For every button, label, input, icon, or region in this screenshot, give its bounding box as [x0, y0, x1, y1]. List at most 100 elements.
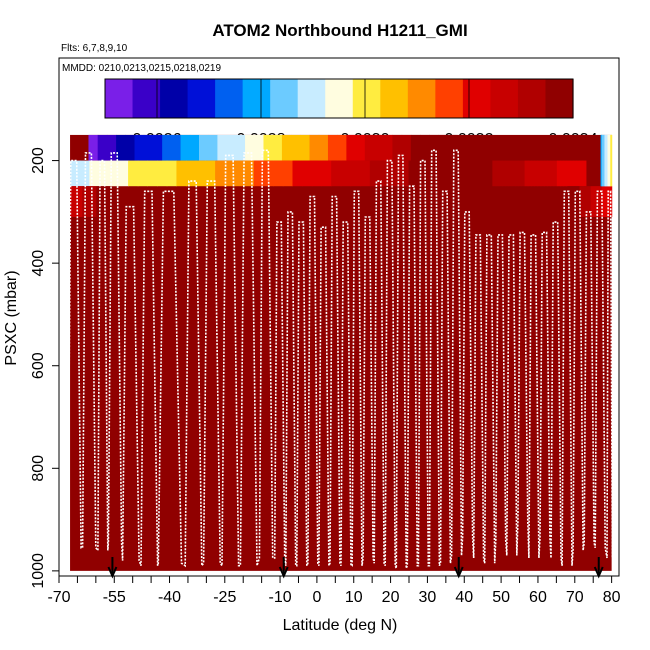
- heatmap-cell: [360, 160, 371, 187]
- heatmap-cell: [244, 160, 255, 187]
- x-tick-label: -10: [268, 589, 291, 606]
- colorbar-swatch: [105, 79, 134, 118]
- heatmap-cell: [97, 134, 108, 161]
- heatmap-cell: [598, 186, 601, 217]
- heatmap-cell: [374, 134, 384, 161]
- heatmap-cell: [101, 186, 104, 217]
- x-tick-label: -25: [213, 589, 236, 606]
- heatmap-cell: [556, 160, 561, 187]
- heatmap-cell: [83, 186, 85, 217]
- heatmap-cell: [96, 186, 99, 217]
- flights-label: Flts: 6,7,8,9,10: [61, 43, 128, 54]
- heatmap-cell: [427, 160, 439, 187]
- y-tick-label: 200: [30, 147, 47, 174]
- y-tick-label: 400: [30, 250, 47, 277]
- heatmap-cell: [89, 160, 100, 187]
- heatmap-cell: [418, 160, 429, 187]
- heatmap-cell: [563, 160, 568, 187]
- heatmap-cell: [157, 160, 168, 187]
- x-tick-label: 70: [566, 589, 584, 606]
- heatmap-cell: [521, 160, 526, 187]
- heatmap-cell: [575, 186, 577, 217]
- heatmap-cell: [590, 186, 593, 217]
- heatmap-cell: [505, 160, 510, 187]
- arrow-head: [453, 566, 464, 579]
- colorbar-swatch: [352, 79, 381, 118]
- y-axis-label: PSXC (mbar): [3, 270, 20, 365]
- heatmap-cell: [254, 134, 265, 161]
- heatmap-cell: [76, 186, 78, 217]
- heatmap-cell: [224, 160, 236, 187]
- x-tick-label: 30: [419, 589, 437, 606]
- heatmap-cell: [321, 160, 332, 187]
- colorbar-swatch: [325, 79, 354, 118]
- arrow-head: [107, 566, 118, 579]
- heatmap-cell: [502, 160, 506, 187]
- colorbar-swatch: [160, 79, 189, 118]
- heatmap-cell: [410, 134, 421, 161]
- heatmap-cell: [547, 160, 551, 187]
- x-axis: -70 -55 -40 -25 -10 0 10 20 30 40 50 60 70 80: [47, 576, 621, 606]
- colorbar-swatch: [242, 79, 271, 118]
- x-tick-label: 60: [529, 589, 547, 606]
- heatmap-cell: [77, 186, 79, 217]
- dates-label: MMDD: 0210,0213,0215,0218,0219: [62, 63, 221, 74]
- heatmap-cell: [476, 160, 481, 187]
- colorbar-swatch: [435, 79, 464, 118]
- heatmap-cell: [574, 186, 576, 217]
- heatmap-cell: [482, 160, 487, 187]
- heatmap-cell: [94, 186, 96, 217]
- heatmap-cell: [605, 186, 607, 217]
- colorbar-swatch: [407, 79, 436, 118]
- heatmap-cell: [92, 186, 94, 217]
- heatmap-cell: [582, 160, 587, 187]
- heatmap-cell: [272, 134, 283, 161]
- heatmap-cell: [85, 186, 87, 217]
- heatmap-cell: [466, 160, 471, 187]
- colorbar-swatch: [187, 79, 216, 118]
- heatmap-cell: [566, 160, 571, 187]
- heatmap-cell: [518, 160, 522, 187]
- heatmap-cell: [70, 186, 72, 217]
- heatmap-cell: [593, 186, 596, 217]
- heatmap-cell: [176, 160, 187, 187]
- x-axis-label: Latitude (deg N): [283, 617, 398, 634]
- heatmap-cell: [582, 186, 585, 217]
- heatmap-cell: [234, 160, 245, 187]
- heatmap-cell: [585, 186, 587, 217]
- heatmap-cell: [106, 134, 117, 161]
- heatmap-cell: [281, 134, 292, 161]
- y-tick-label: 800: [30, 455, 47, 482]
- heatmap-cell: [70, 160, 81, 187]
- heatmap-cell: [602, 186, 605, 217]
- heatmap-cell: [569, 186, 572, 217]
- heatmap-cell: [189, 134, 200, 161]
- heatmap-cell: [511, 160, 516, 187]
- heatmap-cell: [71, 186, 73, 217]
- heatmap-cell: [331, 160, 342, 187]
- heatmap-cell: [97, 186, 100, 217]
- heatmap-cell: [87, 186, 89, 217]
- heatmap-cell: [586, 186, 588, 217]
- heatmap-cell: [527, 160, 532, 187]
- heatmap-cell: [118, 160, 129, 187]
- heatmap-cell: [125, 134, 136, 161]
- x-tick-label: 0: [312, 589, 321, 606]
- heatmap-cell: [166, 160, 178, 187]
- heatmap-cell: [379, 160, 390, 187]
- heatmap-cell: [82, 186, 84, 217]
- heatmap-cell: [576, 186, 578, 217]
- heatmap-cell: [587, 186, 590, 217]
- heatmap-cell: [473, 160, 477, 187]
- x-tick-label: 40: [455, 589, 473, 606]
- heatmap-cell: [95, 186, 97, 217]
- heatmap-cell: [199, 134, 209, 161]
- x-tick-label: 20: [382, 589, 400, 606]
- heatmap-cell: [577, 186, 580, 217]
- heatmap-cell: [611, 134, 613, 187]
- heatmap-cell: [479, 160, 484, 187]
- heatmap-cell: [569, 160, 574, 187]
- x-tick-label: 80: [603, 589, 621, 606]
- heatmap-cell: [550, 160, 555, 187]
